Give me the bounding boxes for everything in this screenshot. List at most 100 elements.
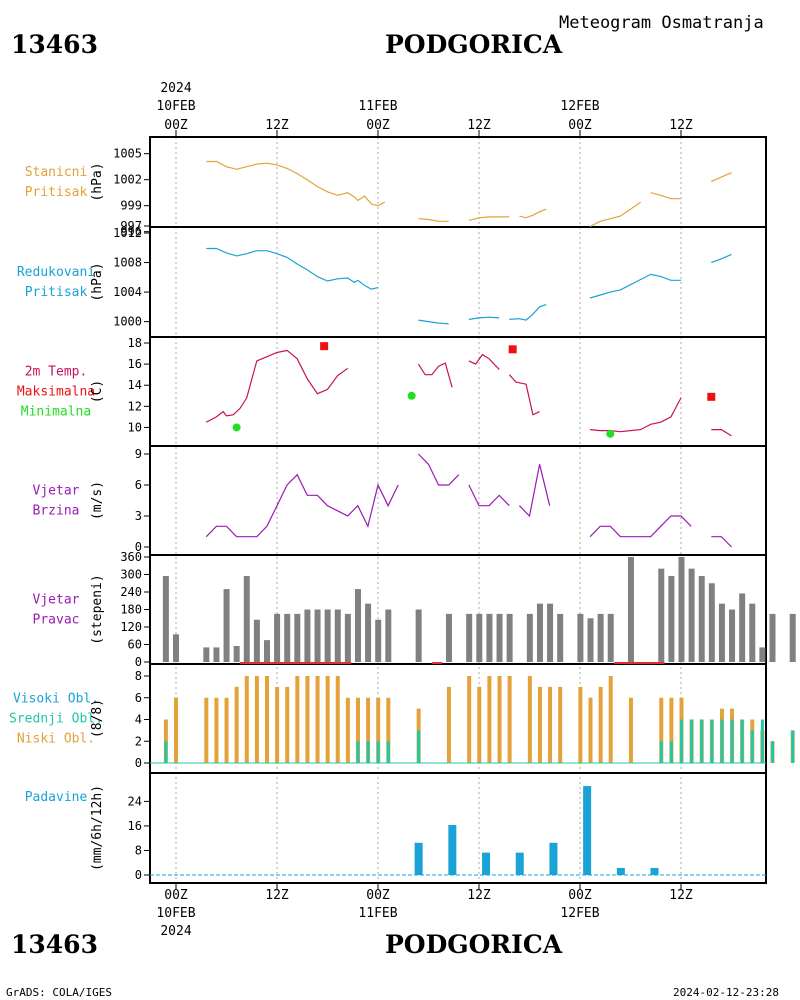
panel-unit-windspeed: (m/s) — [90, 481, 105, 520]
low-cloud-bar — [355, 697, 360, 763]
wind-direction-bar — [668, 575, 675, 662]
y-tick-label: 14 — [128, 378, 142, 392]
wind-direction-bar — [476, 613, 483, 662]
station-id: 13463 — [11, 30, 98, 59]
day-label-bottom: 11FEB — [358, 906, 397, 921]
panel-frame-reduced — [149, 226, 767, 338]
wind-direction-bar — [354, 589, 361, 662]
y-tick-label: 6 — [135, 691, 142, 705]
wind-direction-bar — [375, 619, 382, 662]
wind-direction-bar — [789, 613, 796, 662]
wind-direction-bar — [314, 609, 321, 662]
day-label-bottom: 12FEB — [560, 906, 599, 921]
low-cloud-bar — [345, 697, 350, 763]
y-tick-label: 240 — [120, 585, 142, 599]
precip-bar — [482, 852, 491, 875]
panel-label-reduced: Redukovani — [17, 265, 95, 280]
low-cloud-bar — [608, 676, 613, 763]
wind-direction-bar — [658, 568, 665, 662]
time-tick-label-top: 00Z — [366, 118, 390, 133]
time-tick-label-top: 00Z — [568, 118, 592, 133]
wind-direction-bar — [233, 645, 240, 662]
panel-label-temp: 2m Temp. — [25, 365, 88, 380]
low-cloud-bar — [275, 686, 280, 763]
panel-label-clouds: Visoki Obl. — [13, 692, 99, 707]
y-tick-label: 1005 — [113, 147, 142, 161]
wind-direction-bar — [294, 613, 301, 662]
tmin-marker — [606, 429, 615, 438]
low-cloud-bar — [578, 686, 583, 763]
mid-cloud-bar — [760, 719, 764, 763]
panel-unit-precip: (mm/6h/12h) — [90, 785, 105, 871]
panel-label-reduced: Pritisak — [25, 285, 88, 300]
footer-timestamp: 2024-02-12-23:28 — [673, 986, 779, 999]
panel-frame-precip — [149, 772, 767, 884]
wind-direction-bar — [223, 589, 230, 662]
footer-credit: GrADS: COLA/IGES — [6, 986, 112, 999]
precip-bar — [414, 842, 423, 875]
low-cloud-bar — [174, 697, 178, 763]
panel-frame-pressure — [149, 136, 767, 228]
wind-direction-bar — [749, 603, 756, 662]
panel-frame-clouds — [149, 663, 767, 774]
wind-direction-bar — [678, 557, 685, 662]
panel-label-temp: Minimalna — [21, 405, 91, 420]
low-cloud-bar — [214, 697, 219, 763]
y-tick-label: 180 — [120, 603, 142, 617]
year-label-top: 2024 — [160, 81, 191, 96]
precip-bar — [549, 842, 558, 875]
y-tick-label: 12 — [128, 399, 142, 413]
y-tick-label: 9 — [135, 447, 142, 461]
panel-unit-winddir: (stepeni) — [90, 574, 105, 644]
y-tick-label: 0 — [135, 655, 142, 669]
mid-cloud-bar — [386, 741, 390, 763]
y-tick-label: 16 — [128, 357, 142, 371]
time-tick-label-top: 00Z — [164, 118, 188, 133]
mid-cloud-bar — [750, 730, 754, 763]
panel-label-precip: Padavine — [25, 790, 88, 805]
wind-direction-bar — [759, 647, 766, 662]
low-cloud-bar — [254, 676, 259, 763]
low-cloud-bar — [548, 686, 553, 763]
wind-direction-bar — [557, 613, 564, 662]
low-cloud-bar — [537, 686, 542, 763]
tmax-marker — [508, 345, 517, 354]
wind-direction-bar — [607, 613, 614, 662]
low-cloud-bar — [234, 686, 239, 763]
time-tick-label-bottom: 00Z — [366, 888, 390, 903]
time-tick-label-bottom: 12Z — [467, 888, 491, 903]
y-tick-label: 0 — [135, 756, 142, 770]
wind-direction-bar — [263, 640, 270, 662]
wind-direction-bar — [466, 613, 473, 662]
low-cloud-bar — [335, 676, 340, 763]
mid-cloud-bar — [720, 719, 724, 763]
mid-cloud-bar — [164, 741, 168, 763]
day-label-bottom: 10FEB — [156, 906, 195, 921]
wind-direction-bar — [415, 609, 422, 662]
panel-unit-clouds: (8/8) — [90, 699, 105, 738]
panel-label-temp: Maksimalna — [17, 385, 95, 400]
y-tick-label: 24 — [128, 794, 142, 808]
wind-direction-bar — [486, 613, 493, 662]
panel-label-windspeed: Vjetar — [33, 484, 80, 499]
wind-direction-bar — [304, 609, 311, 662]
tmin-marker — [232, 423, 241, 432]
low-cloud-bar — [386, 697, 391, 763]
y-tick-label: 999 — [120, 199, 142, 213]
mid-cloud-bar — [376, 741, 380, 763]
wind-direction-bar — [698, 575, 705, 662]
panel-label-pressure: Stanicni — [25, 165, 88, 180]
tmax-marker — [707, 392, 716, 401]
mid-cloud-bar — [770, 741, 774, 763]
reduced-pressure-series-line — [206, 247, 732, 325]
footer-station-id: 13463 — [11, 930, 98, 959]
wind-direction-bar — [162, 575, 169, 662]
wind-direction-bar — [203, 647, 210, 662]
wind-direction-bar — [496, 613, 503, 662]
mid-cloud-bar — [791, 730, 795, 763]
mid-cloud-bar — [690, 719, 694, 763]
y-tick-label: 1002 — [113, 173, 142, 187]
y-tick-label: 4 — [135, 713, 142, 727]
wind-direction-bar — [526, 613, 533, 662]
